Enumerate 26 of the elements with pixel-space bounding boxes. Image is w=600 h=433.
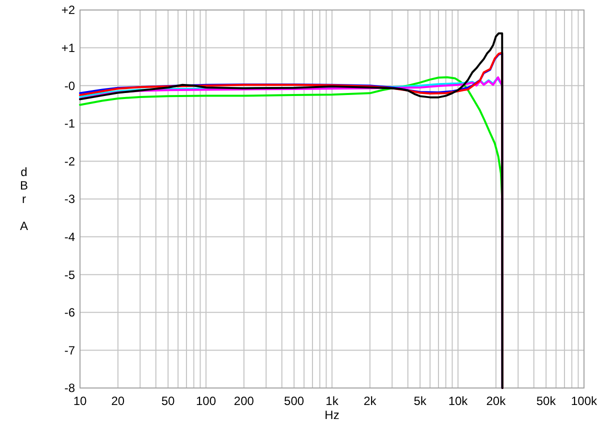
y-tick-label: -0: [64, 78, 76, 93]
x-tick-label: 100k: [570, 394, 598, 408]
y-tick-label: -2: [64, 154, 76, 168]
y-tick-label: -8: [64, 381, 76, 396]
x-tick-label: 1k: [326, 394, 340, 408]
x-tick-label: 20: [111, 394, 125, 408]
y-tick-label: -4: [64, 230, 76, 244]
y-tick-label: -3: [64, 192, 76, 206]
x-tick-label: 50: [161, 394, 176, 408]
x-axis-title: Hz: [324, 408, 340, 422]
x-tick-label: 2k: [364, 394, 378, 408]
y-tick-label: -5: [64, 268, 76, 282]
x-tick-label: 200: [234, 394, 254, 408]
x-tick-label: 50k: [536, 394, 557, 408]
y-tick-label: -7: [64, 343, 76, 358]
y-tick-label: +1: [61, 41, 76, 55]
y-tick-label: -6: [64, 306, 76, 320]
y-axis-title: dBr A: [20, 165, 28, 233]
x-tick-label: 100: [196, 394, 216, 408]
x-tick-label: 10: [73, 394, 87, 408]
x-tick-label: 500: [284, 394, 304, 408]
x-tick-label: 20k: [486, 394, 507, 408]
y-tick-label: +2: [61, 3, 76, 18]
x-tick-label: 5k: [414, 394, 428, 408]
x-tick-label: 10k: [448, 394, 469, 408]
y-tick-label: -1: [64, 116, 76, 131]
